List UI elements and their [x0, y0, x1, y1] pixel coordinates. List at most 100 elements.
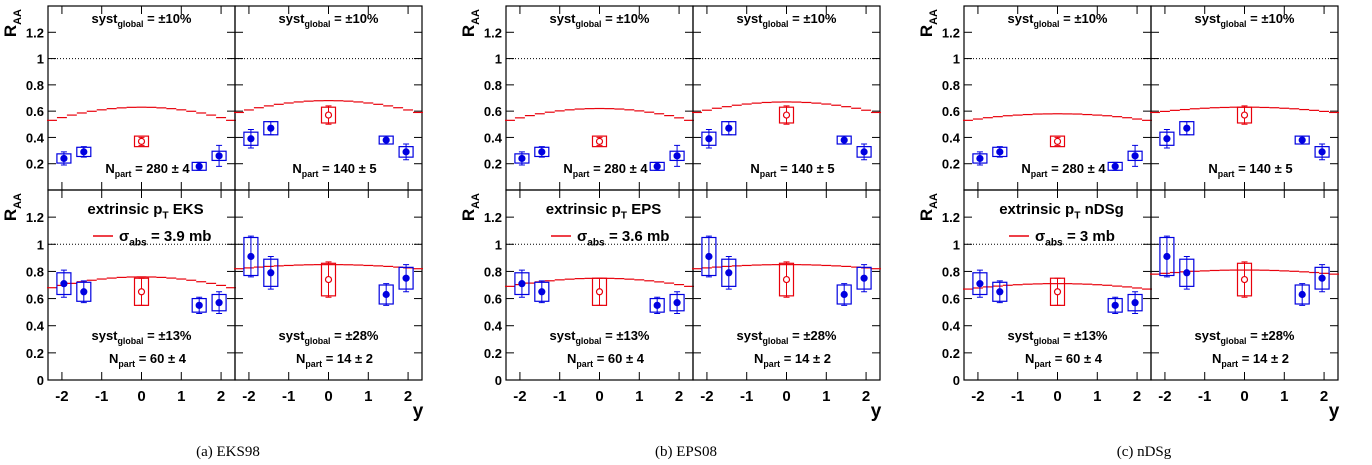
npart-annotation-rest: = 280 ± 4 — [589, 161, 648, 176]
caption: (b) EPS08 — [655, 444, 717, 460]
x-tick-label: -2 — [971, 388, 984, 405]
legend-entry-rest: = 3.6 mb — [605, 228, 670, 245]
syst-annotation: systglobal = ±10% — [736, 11, 836, 29]
x-axis-label: y — [1329, 401, 1340, 422]
x-tick-label: 0 — [595, 388, 603, 405]
data-point — [1240, 275, 1249, 284]
y-tick-label: 0.8 — [942, 264, 960, 279]
legend-entry-main: σ — [1035, 228, 1045, 245]
syst-annotation: systglobal = ±28% — [278, 328, 378, 346]
data-point — [402, 274, 410, 282]
data-point — [595, 288, 604, 296]
x-tick-label: 1 — [635, 388, 643, 405]
syst-annotation-sub: global — [1221, 336, 1247, 346]
syst-annotation-main: syst — [1194, 11, 1221, 26]
y-axis-label-main: R — [1, 209, 20, 221]
legend-entry-sub: abs — [587, 238, 605, 249]
syst-annotation-rest: = ±10% — [144, 11, 192, 26]
syst-annotation-sub: global — [576, 19, 602, 29]
x-tick-label: -2 — [1158, 388, 1171, 405]
syst-annotation-rest: = ±13% — [602, 328, 650, 343]
y-axis-label-main: R — [917, 209, 936, 221]
y-tick-label: 1.2 — [942, 210, 960, 225]
data-point — [1053, 288, 1062, 296]
data-point — [1163, 135, 1171, 143]
data-point — [538, 148, 546, 156]
legend-title-rest: EKS — [169, 201, 204, 218]
npart-annotation-main: N — [105, 161, 114, 176]
npart-annotation-rest: = 280 ± 4 — [1047, 161, 1106, 176]
npart-annotation-main: N — [109, 351, 118, 366]
y-tick-label: 0.6 — [942, 104, 960, 119]
data-point — [1318, 148, 1326, 156]
syst-annotation: systglobal = ±10% — [278, 11, 378, 29]
syst-annotation-rest: = ±10% — [331, 11, 379, 26]
data-point — [247, 252, 255, 261]
syst-annotation: systglobal = ±28% — [736, 328, 836, 346]
syst-annotation-main: syst — [91, 11, 118, 26]
y-tick-label: 0.6 — [26, 292, 44, 307]
npart-annotation: Npart = 60 ± 4 — [109, 351, 187, 369]
legend-title-main: extrinsic p — [999, 201, 1074, 218]
npart-annotation-sub: part — [760, 169, 777, 179]
data-point — [1111, 162, 1119, 170]
y-tick-label: 0.4 — [26, 319, 45, 334]
syst-annotation-rest: = ±13% — [144, 328, 192, 343]
syst-annotation-rest: = ±28% — [1247, 328, 1295, 343]
data-point — [653, 301, 661, 309]
y-axis-label-main: R — [917, 25, 936, 37]
syst-box — [1049, 135, 1066, 148]
npart-annotation: Npart = 14 ± 2 — [1212, 351, 1289, 369]
x-tick-label: -2 — [513, 388, 526, 405]
syst-annotation: systglobal = ±13% — [549, 328, 649, 346]
y-tick-label: 0.6 — [484, 292, 502, 307]
npart-annotation-main: N — [1025, 351, 1034, 366]
npart-annotation-rest: = 140 ± 5 — [318, 161, 376, 176]
syst-annotation-sub: global — [1034, 336, 1060, 346]
data-point — [215, 299, 223, 307]
y-tick-label: 0.4 — [484, 130, 503, 145]
y-tick-label: 0.8 — [26, 78, 44, 93]
npart-annotation: Npart = 280 ± 4 — [563, 161, 648, 179]
npart-annotation-sub: part — [305, 359, 322, 369]
y-tick-label: 0.2 — [26, 346, 44, 361]
data-point — [195, 301, 203, 309]
y-tick-label: 0.6 — [942, 292, 960, 307]
caption: (c) nDSg — [1117, 444, 1172, 460]
y-tick-label: 0.4 — [484, 319, 503, 334]
data-point — [382, 290, 390, 299]
y-tick-label: 0.8 — [26, 264, 44, 279]
legend-entry: σabs = 3.9 mb — [119, 228, 211, 249]
npart-annotation-sub: part — [302, 169, 319, 179]
npart-annotation-main: N — [1021, 161, 1030, 176]
data-point — [595, 137, 604, 145]
data-point — [782, 275, 791, 284]
y-axis-label-main: R — [459, 209, 478, 221]
npart-annotation: Npart = 140 ± 5 — [1208, 161, 1292, 179]
x-tick-label: 0 — [1240, 388, 1248, 405]
data-point — [1240, 111, 1249, 119]
npart-annotation-sub: part — [576, 359, 593, 369]
data-point — [267, 124, 275, 132]
npart-annotation: Npart = 14 ± 2 — [296, 351, 373, 369]
npart-annotation-rest: = 60 ± 4 — [1051, 351, 1103, 366]
syst-annotation-sub: global — [305, 19, 331, 29]
data-point — [518, 154, 526, 163]
syst-annotation-rest: = ±10% — [602, 11, 650, 26]
y-tick-label: 0.8 — [484, 264, 502, 279]
data-point — [137, 288, 146, 296]
syst-annotation: systglobal = ±10% — [1194, 11, 1294, 29]
data-point — [725, 124, 733, 132]
data-point — [840, 290, 848, 299]
legend-entry-sub: abs — [1045, 238, 1063, 249]
y-tick-label: 0.6 — [484, 104, 502, 119]
legend-title-main: extrinsic p — [546, 201, 621, 218]
data-point — [996, 288, 1004, 296]
npart-annotation-rest: = 140 ± 5 — [1234, 161, 1292, 176]
x-tick-label: -1 — [95, 388, 108, 405]
syst-annotation: systglobal = ±13% — [91, 328, 191, 346]
syst-box — [591, 135, 608, 148]
legend-entry-rest: = 3.9 mb — [147, 228, 212, 245]
x-tick-label: 1 — [364, 388, 372, 405]
syst-box — [133, 135, 150, 148]
